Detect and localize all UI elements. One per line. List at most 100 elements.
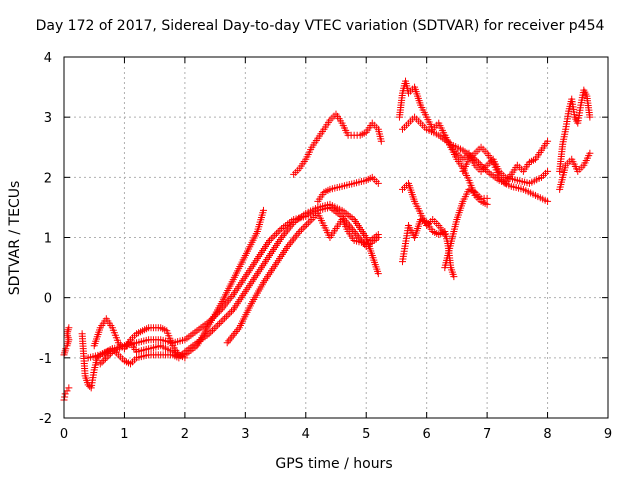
data-point <box>299 224 307 232</box>
data-point <box>232 328 240 336</box>
data-point <box>226 294 234 302</box>
data-point <box>483 194 491 202</box>
data-point <box>294 229 302 237</box>
series-arc-6 <box>96 339 189 368</box>
data-point <box>228 307 236 315</box>
data-point <box>209 314 217 322</box>
data-point <box>474 159 482 167</box>
tick-labels: 0 1 2 3 4 5 6 7 8 9 -2 -1 0 1 2 3 4 <box>39 51 612 442</box>
data-point <box>544 137 552 145</box>
data-point <box>107 350 115 358</box>
data-point <box>266 237 274 245</box>
data-point <box>229 331 237 339</box>
data-point <box>101 355 109 363</box>
data-point <box>61 393 69 401</box>
y-tick-label: 2 <box>44 171 52 186</box>
data-point <box>205 330 213 338</box>
data-point <box>225 337 233 345</box>
x-tick-label: 9 <box>604 427 612 442</box>
series-arc-15 <box>441 185 491 272</box>
data-point <box>303 221 311 229</box>
data-point <box>473 157 481 165</box>
data-point <box>214 309 222 317</box>
y-tick-label: -2 <box>39 412 52 427</box>
data-point <box>210 313 218 321</box>
data-point <box>207 316 215 324</box>
data-point <box>291 233 299 241</box>
data-point <box>347 224 355 232</box>
data-point <box>271 231 279 239</box>
data-point <box>65 324 73 332</box>
data-point <box>276 226 284 234</box>
data-point <box>215 319 223 327</box>
data-point <box>223 339 231 347</box>
series-arc-16 <box>459 137 552 187</box>
data-point <box>586 149 594 157</box>
series-arc-18 <box>556 149 594 193</box>
data-point <box>210 325 218 333</box>
data-point <box>304 219 312 227</box>
data-point <box>272 230 280 238</box>
data-point <box>231 329 239 337</box>
data-point <box>209 326 217 334</box>
series-arc-10 <box>395 77 552 187</box>
data-point <box>224 311 232 319</box>
data-point <box>228 333 236 341</box>
data-point <box>301 222 309 230</box>
y-tick-label: 0 <box>44 292 52 307</box>
data-point <box>214 321 222 329</box>
data-point <box>205 318 213 326</box>
data-point <box>288 237 296 245</box>
x-tick-label: 2 <box>181 427 189 442</box>
series-arc-1 <box>60 384 73 404</box>
data-point <box>98 358 106 366</box>
data-point <box>96 360 104 368</box>
series-arc-11 <box>398 113 552 205</box>
data-point <box>483 200 491 208</box>
data-points <box>60 77 594 404</box>
data-point <box>221 314 229 322</box>
data-point <box>219 316 227 324</box>
data-point <box>217 318 225 326</box>
data-point <box>181 354 189 362</box>
data-point <box>61 390 69 398</box>
data-point <box>281 230 289 238</box>
data-point <box>212 311 220 319</box>
y-axis-label: SDTVAR / TECUs <box>7 180 23 296</box>
data-point <box>450 273 458 281</box>
data-point <box>544 197 552 205</box>
data-point <box>225 296 233 304</box>
y-tick-label: 3 <box>44 111 52 126</box>
x-tick-label: 0 <box>60 427 68 442</box>
data-point <box>65 384 73 392</box>
data-point <box>374 230 382 238</box>
data-point <box>480 164 488 172</box>
data-point <box>478 162 486 170</box>
series-arc-13 <box>398 179 449 238</box>
data-point <box>207 328 215 336</box>
chart-title: Day 172 of 2017, Sidereal Day-to-day VTE… <box>35 18 605 34</box>
data-point <box>212 323 220 331</box>
data-point <box>377 137 385 145</box>
x-axis-label: GPS time / hours <box>275 456 393 472</box>
data-point <box>586 113 594 121</box>
data-point <box>226 335 234 343</box>
data-point <box>544 167 552 175</box>
data-point <box>476 160 484 168</box>
x-tick-label: 8 <box>543 427 551 442</box>
x-tick-label: 7 <box>483 427 491 442</box>
data-point <box>374 270 382 278</box>
y-tick-label: 1 <box>44 232 52 247</box>
series-arc-8 <box>290 110 385 178</box>
data-point <box>481 166 489 174</box>
x-tick-label: 6 <box>423 427 431 442</box>
data-point <box>296 227 304 235</box>
data-point <box>267 235 275 243</box>
y-tick-label: 4 <box>44 51 52 66</box>
data-point <box>274 228 282 236</box>
plot-frame <box>63 56 609 419</box>
data-point <box>341 216 349 224</box>
data-point <box>215 307 223 315</box>
x-tick-label: 3 <box>241 427 249 442</box>
data-point <box>100 356 108 364</box>
